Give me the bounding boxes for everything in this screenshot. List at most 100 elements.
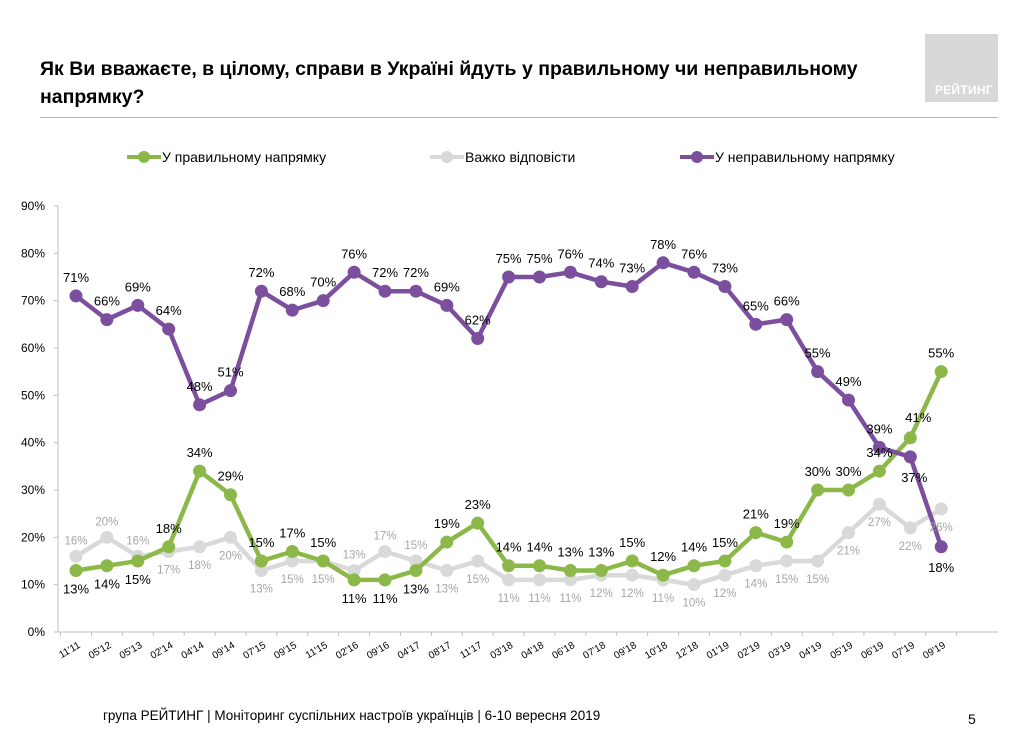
data-point-right <box>656 568 670 582</box>
data-point-wrong <box>69 289 83 303</box>
data-point-right <box>533 559 546 573</box>
data-point-hard <box>872 497 886 511</box>
data-label-wrong: 72% <box>248 265 274 280</box>
data-label-right: 18% <box>156 521 182 536</box>
x-tick-label: 04'19 <box>798 640 825 662</box>
data-point-wrong <box>563 265 577 279</box>
x-tick-label: 06'19 <box>859 640 886 662</box>
page-title: Як Ви вважаєте, в цілому, справи в Украї… <box>40 58 858 108</box>
data-label-hard: 11% <box>498 593 520 605</box>
data-label-right: 21% <box>743 507 769 522</box>
data-point-wrong <box>687 265 701 279</box>
x-tick-label: 07'18 <box>581 640 608 662</box>
data-label-wrong: 74% <box>588 256 614 271</box>
data-label-wrong: 51% <box>217 365 243 380</box>
x-tick-label: 03'18 <box>489 640 516 662</box>
data-label-right: 23% <box>465 497 491 512</box>
data-point-right <box>594 563 608 577</box>
data-label-hard: 15% <box>281 574 304 586</box>
x-tick-label: 09'18 <box>612 640 639 662</box>
x-tick-label: 11'15 <box>304 640 330 661</box>
x-tick-label: 07'19 <box>890 640 917 662</box>
data-point-wrong <box>378 284 392 298</box>
data-point-hard <box>440 563 454 577</box>
legend-item-right: У правильному напрямку <box>127 146 326 168</box>
data-point-right <box>285 545 299 559</box>
data-label-hard: 15% <box>466 574 489 586</box>
y-tick-label: 0% <box>28 625 46 639</box>
data-label-wrong: 75% <box>496 251 522 266</box>
data-point-right <box>162 540 176 554</box>
y-tick-label: 80% <box>21 246 45 260</box>
data-label-wrong: 71% <box>63 270 89 285</box>
footer-source: група РЕЙТИНГ | Моніторинг суспільних на… <box>103 708 601 723</box>
data-point-hard <box>718 568 732 582</box>
data-point-wrong <box>131 298 145 312</box>
x-tick-label: 07'15 <box>241 640 268 662</box>
data-label-hard: 13% <box>435 583 458 595</box>
x-tick-label: 09'16 <box>365 640 392 662</box>
data-label-wrong: 72% <box>372 265 398 280</box>
data-label-wrong: 39% <box>866 421 892 436</box>
data-point-wrong <box>193 398 207 412</box>
title-divider <box>40 117 998 118</box>
x-tick-label: 06'18 <box>550 640 577 662</box>
data-point-wrong <box>471 332 485 346</box>
data-label-wrong: 69% <box>434 279 460 294</box>
data-point-right <box>502 559 516 573</box>
data-label-hard: 20% <box>95 516 118 528</box>
data-label-hard: 10% <box>682 598 705 610</box>
y-tick-label: 30% <box>21 483 45 497</box>
data-label-hard: 17% <box>157 565 180 577</box>
data-point-wrong <box>625 279 639 293</box>
data-point-hard <box>780 554 794 568</box>
data-point-right <box>316 554 330 568</box>
data-label-wrong: 76% <box>341 246 367 261</box>
data-point-hard <box>69 549 83 563</box>
data-label-right: 41% <box>905 410 931 425</box>
data-label-hard: 21% <box>837 546 860 558</box>
data-label-hard: 22% <box>899 541 922 553</box>
data-label-wrong: 62% <box>465 313 491 328</box>
data-point-wrong <box>934 540 948 554</box>
x-tick-label: 04'18 <box>520 640 547 662</box>
data-label-wrong: 68% <box>279 284 305 299</box>
data-label-right: 13% <box>557 544 583 559</box>
data-label-wrong: 65% <box>743 298 769 313</box>
data-point-wrong <box>811 365 825 379</box>
data-point-right <box>749 526 763 540</box>
data-label-hard: 11% <box>528 593 550 605</box>
data-label-hard: 12% <box>713 588 736 600</box>
x-tick-label: 02'19 <box>736 640 763 662</box>
data-label-right: 14% <box>496 540 522 555</box>
data-label-wrong: 49% <box>835 374 861 389</box>
data-point-right <box>842 483 855 497</box>
data-point-right <box>100 559 114 573</box>
data-label-hard: 20% <box>219 550 242 562</box>
data-point-right <box>193 464 207 478</box>
data-label-wrong: 64% <box>156 303 182 318</box>
data-point-hard <box>347 563 361 577</box>
data-point-right <box>811 483 825 497</box>
data-label-right: 15% <box>248 535 274 550</box>
data-label-wrong: 18% <box>928 560 954 575</box>
y-tick-label: 60% <box>21 341 45 355</box>
legend-item-wrong: У неправильному напрямку <box>680 146 895 168</box>
brand-logo: РЕЙТИНГ <box>925 34 998 102</box>
data-label-right: 13% <box>588 544 614 559</box>
legend-item-hard: Важко відповісти <box>430 146 575 168</box>
x-tick-label: 04'17 <box>396 640 423 662</box>
data-label-hard: 26% <box>930 522 953 534</box>
x-tick-label: 11'17 <box>458 640 484 661</box>
data-point-wrong <box>594 275 608 289</box>
x-tick-label: 02'14 <box>149 640 176 662</box>
data-label-right: 19% <box>434 516 460 531</box>
data-point-wrong <box>780 313 794 327</box>
data-label-hard: 13% <box>250 583 273 595</box>
x-tick-label: 09'19 <box>921 640 948 662</box>
data-point-right <box>254 554 268 568</box>
data-point-hard <box>254 563 268 577</box>
legend-marker-hard <box>430 151 464 163</box>
data-point-wrong <box>100 313 114 327</box>
data-label-right: 15% <box>310 535 336 550</box>
